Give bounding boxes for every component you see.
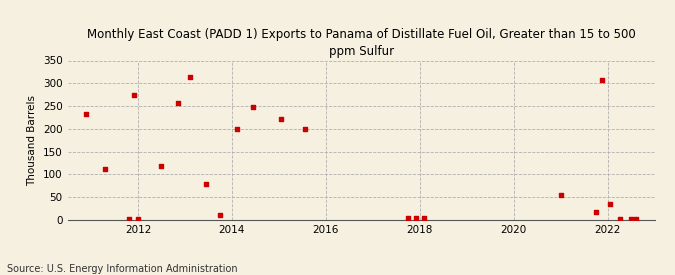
Point bbox=[156, 164, 167, 168]
Point bbox=[81, 112, 92, 117]
Point bbox=[132, 216, 143, 221]
Point bbox=[129, 92, 140, 97]
Point bbox=[630, 216, 641, 221]
Point bbox=[299, 127, 310, 131]
Point bbox=[184, 75, 195, 79]
Y-axis label: Thousand Barrels: Thousand Barrels bbox=[27, 95, 37, 186]
Point bbox=[418, 216, 429, 220]
Point bbox=[200, 182, 211, 186]
Point bbox=[173, 101, 184, 106]
Point bbox=[215, 213, 225, 217]
Point bbox=[276, 117, 287, 121]
Point bbox=[614, 216, 625, 221]
Point bbox=[248, 105, 259, 110]
Point bbox=[403, 216, 414, 220]
Point bbox=[410, 216, 421, 220]
Point bbox=[123, 217, 134, 221]
Title: Monthly East Coast (PADD 1) Exports to Panama of Distillate Fuel Oil, Greater th: Monthly East Coast (PADD 1) Exports to P… bbox=[87, 28, 635, 58]
Point bbox=[591, 210, 601, 214]
Point bbox=[597, 78, 608, 82]
Point bbox=[556, 193, 566, 197]
Point bbox=[626, 217, 637, 221]
Text: Source: U.S. Energy Information Administration: Source: U.S. Energy Information Administ… bbox=[7, 264, 238, 274]
Point bbox=[232, 127, 242, 131]
Point bbox=[605, 201, 616, 206]
Point bbox=[100, 166, 111, 171]
